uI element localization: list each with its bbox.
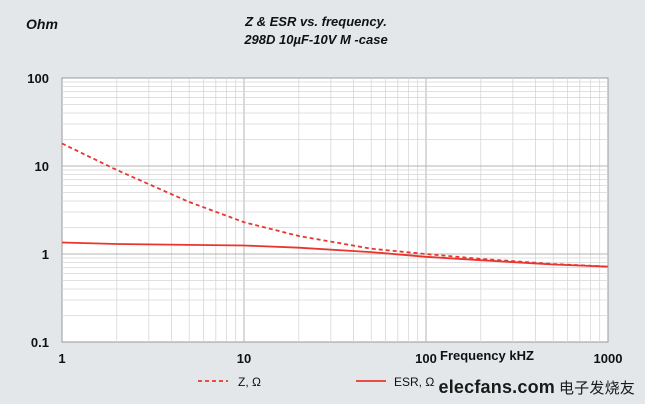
series-lines [61, 142, 609, 268]
series-line-z [61, 142, 609, 268]
grid [62, 78, 608, 342]
watermark: elecfans.com 电子发烧友 [439, 377, 635, 398]
x-tick-label: 1 [58, 351, 65, 366]
plot-area [61, 77, 609, 343]
legend-label-esr: ESR, Ω [394, 375, 434, 389]
x-axis-label: Frequency kHZ [440, 348, 534, 363]
legend-label-z: Z, Ω [238, 375, 261, 389]
chart-title: Z & ESR vs. frequency. [244, 14, 387, 29]
watermark-site: elecfans [438, 377, 513, 397]
x-tick-label: 10 [237, 351, 251, 366]
y-tick-label: 10 [35, 159, 49, 174]
y-tick-label: 0.1 [31, 335, 49, 350]
y-tick-label: 1 [42, 247, 49, 262]
x-tick-label: 100 [415, 351, 437, 366]
x-tick-label: 1000 [594, 351, 623, 366]
chart-subtitle: 298D 10µF-10V M -case [243, 32, 387, 47]
y-axis-label: Ohm [26, 16, 58, 32]
tick-labels: 1 10 100 1000 100 10 1 0.1 [27, 71, 622, 366]
watermark-cn: 电子发烧友 [558, 380, 635, 397]
legend: Z, Ω ESR, Ω [198, 375, 434, 389]
y-tick-label: 100 [27, 71, 49, 86]
series-line-esr [61, 241, 609, 268]
watermark-domain: .com [512, 377, 555, 397]
